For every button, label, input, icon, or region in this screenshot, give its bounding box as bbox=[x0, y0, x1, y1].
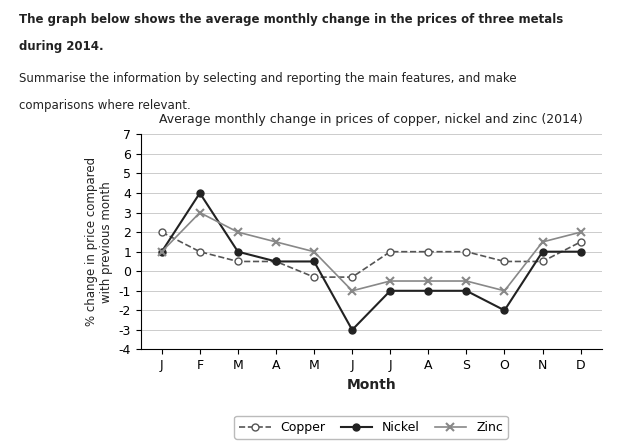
Y-axis label: % change in price compared
with previous month: % change in price compared with previous… bbox=[85, 157, 113, 327]
Zinc bbox=[234, 229, 242, 235]
Zinc bbox=[539, 239, 547, 245]
Copper bbox=[348, 275, 356, 280]
Nickel bbox=[196, 190, 204, 196]
Zinc bbox=[387, 278, 394, 284]
Legend: Copper, Nickel, Zinc: Copper, Nickel, Zinc bbox=[234, 416, 508, 439]
Nickel bbox=[310, 259, 318, 264]
Line: Nickel: Nickel bbox=[158, 190, 584, 333]
Nickel bbox=[539, 249, 547, 254]
Text: Summarise the information by selecting and reporting the main features, and make: Summarise the information by selecting a… bbox=[19, 72, 517, 85]
Nickel bbox=[348, 327, 356, 332]
Line: Zinc: Zinc bbox=[157, 208, 585, 295]
Nickel bbox=[577, 249, 584, 254]
Copper bbox=[424, 249, 432, 254]
Zinc bbox=[158, 249, 166, 254]
Copper bbox=[158, 229, 166, 235]
Nickel bbox=[272, 259, 280, 264]
Copper bbox=[463, 249, 470, 254]
Nickel bbox=[158, 249, 166, 254]
Title: Average monthly change in prices of copper, nickel and zinc (2014): Average monthly change in prices of copp… bbox=[159, 113, 583, 126]
Text: The graph below shows the average monthly change in the prices of three metals: The graph below shows the average monthl… bbox=[19, 13, 563, 26]
Zinc bbox=[348, 288, 356, 293]
Copper bbox=[500, 259, 508, 264]
Nickel bbox=[387, 288, 394, 293]
Text: comparisons where relevant.: comparisons where relevant. bbox=[19, 99, 191, 112]
Copper bbox=[577, 239, 584, 245]
Nickel bbox=[234, 249, 242, 254]
Copper bbox=[539, 259, 547, 264]
Zinc bbox=[196, 210, 204, 215]
Copper bbox=[387, 249, 394, 254]
Zinc bbox=[272, 239, 280, 245]
Zinc bbox=[463, 278, 470, 284]
Zinc bbox=[424, 278, 432, 284]
Nickel bbox=[424, 288, 432, 293]
Zinc bbox=[577, 229, 584, 235]
Nickel bbox=[500, 308, 508, 313]
Copper bbox=[310, 275, 318, 280]
Copper bbox=[272, 259, 280, 264]
Copper bbox=[234, 259, 242, 264]
X-axis label: Month: Month bbox=[346, 378, 396, 392]
Zinc bbox=[310, 249, 318, 254]
Nickel bbox=[463, 288, 470, 293]
Copper bbox=[196, 249, 204, 254]
Zinc bbox=[500, 288, 508, 293]
Line: Copper: Copper bbox=[158, 228, 584, 280]
Text: during 2014.: during 2014. bbox=[19, 40, 104, 53]
